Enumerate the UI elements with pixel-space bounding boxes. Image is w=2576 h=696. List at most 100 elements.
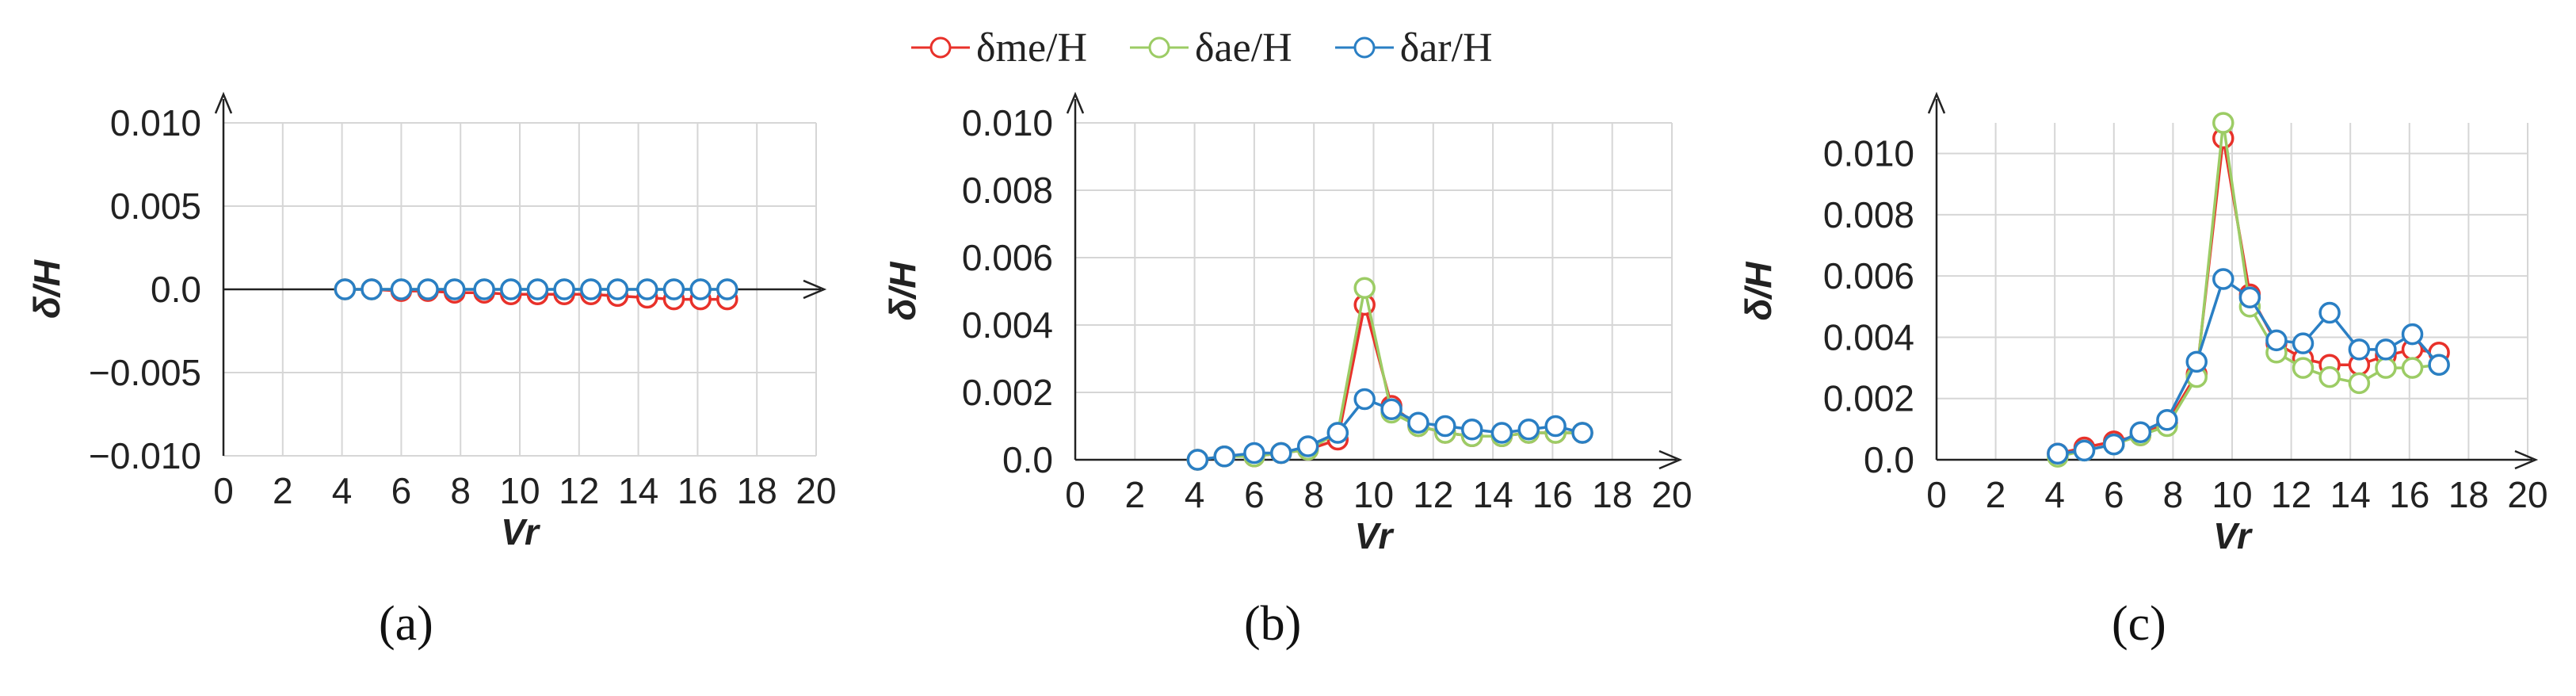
data-point — [2212, 112, 2234, 134]
data-point — [2428, 354, 2450, 376]
y-tick-label: 0.006 — [1823, 255, 1914, 296]
series-ae — [1186, 277, 1593, 471]
data-point — [2185, 350, 2208, 373]
y-tick-label: 0.010 — [962, 102, 1053, 143]
x-tick-label: 20 — [796, 470, 836, 511]
x-tick-label: 10 — [1353, 474, 1394, 515]
x-tick-label: 10 — [499, 470, 540, 511]
legend-marker-ae — [1130, 36, 1189, 59]
data-point — [1434, 415, 1456, 438]
legend-label-ar: δar/H — [1399, 25, 1493, 71]
x-tick-label: 4 — [2044, 474, 2065, 515]
x-tick-label: 18 — [737, 470, 777, 511]
x-tick-label: 2 — [1125, 474, 1146, 515]
data-point — [662, 278, 685, 300]
y-axis-arrow — [1066, 91, 1085, 114]
data-point — [1571, 422, 1593, 444]
y-axis-arrow — [214, 91, 233, 114]
data-point — [2073, 439, 2096, 462]
data-point — [2265, 329, 2288, 352]
x-tick-label: 12 — [1413, 474, 1453, 515]
x-tick-label: 12 — [2271, 474, 2311, 515]
y-tick-label: 0.0 — [1864, 439, 1914, 480]
chart-b: 0 2 4 6 8 10 12 14 16 18 20 0.0 0.002 0.004 0.006 0.008… — [882, 91, 1693, 556]
y-tick-label: 0.008 — [962, 170, 1053, 211]
y-axis-label: δ/H — [26, 259, 67, 319]
data-point — [689, 278, 712, 300]
y-tick-label: −0.005 — [89, 352, 201, 393]
x-tick-label: 2 — [1986, 474, 2006, 515]
x-tick-label: 14 — [1473, 474, 1513, 515]
x-tick-label: 20 — [1651, 474, 1692, 515]
data-point — [1380, 398, 1402, 420]
data-point — [2129, 421, 2152, 443]
legend-marker-me — [911, 36, 970, 59]
panel-label-c: (c) — [2112, 597, 2166, 651]
data-point — [1353, 277, 1376, 299]
data-point — [2348, 338, 2371, 361]
data-point — [1407, 411, 1429, 434]
data-point — [361, 278, 383, 300]
series-ar — [2047, 268, 2450, 465]
x-tick-label: 6 — [2104, 474, 2124, 515]
data-point — [2401, 357, 2424, 379]
data-point — [334, 278, 357, 300]
y-tick-label: 0.008 — [1823, 194, 1914, 235]
data-point — [526, 278, 549, 300]
data-point — [2318, 301, 2341, 324]
data-point — [1243, 442, 1265, 465]
data-point — [2401, 323, 2424, 346]
data-point — [2238, 286, 2261, 308]
x-tick-label: 4 — [332, 470, 353, 511]
grid — [1936, 123, 2528, 461]
y-tick-label: 0.0 — [151, 269, 201, 310]
x-tick-label: 8 — [2163, 474, 2184, 515]
data-point — [606, 278, 629, 300]
data-point — [1270, 442, 1292, 465]
grid — [1074, 122, 1673, 461]
data-point — [1296, 435, 1319, 457]
y-axis-label: δ/H — [1738, 262, 1779, 321]
data-point — [2292, 332, 2315, 354]
x-tick-label: 18 — [2448, 474, 2489, 515]
legend-label-ae: δae/H — [1195, 25, 1292, 71]
panel-label-a: (a) — [379, 597, 433, 651]
data-point — [1490, 422, 1513, 444]
series-ar — [1186, 388, 1593, 471]
x-tick-label: 0 — [213, 470, 234, 511]
x-tick-label: 16 — [677, 470, 718, 511]
data-point — [716, 278, 738, 300]
x-axis-arrow — [2514, 449, 2539, 470]
x-tick-label: 20 — [2507, 474, 2547, 515]
chart-c: 0 2 4 6 8 10 12 14 16 18 20 0.0 0.002 0.004 0.006 0.008… — [1738, 91, 2548, 556]
x-tick-label: 8 — [450, 470, 471, 511]
data-point — [1517, 419, 1540, 441]
data-point — [2318, 365, 2341, 388]
y-tick-label: 0.010 — [110, 102, 201, 143]
data-point — [500, 278, 522, 300]
x-axis-arrow — [803, 279, 827, 300]
y-tick-label: 0.004 — [962, 304, 1053, 346]
y-tick-label: 0.004 — [1823, 316, 1914, 358]
y-tick-label: 0.006 — [962, 237, 1053, 278]
legend-item-ar: δar/H — [1334, 25, 1493, 71]
data-point — [1326, 422, 1349, 444]
y-axis-label: δ/H — [882, 262, 923, 321]
x-tick-label: 16 — [2389, 474, 2429, 515]
data-point — [2047, 442, 2069, 465]
y-tick-label: 0.0 — [1002, 439, 1053, 480]
x-tick-label: 6 — [1244, 474, 1265, 515]
data-point — [443, 278, 466, 300]
data-point — [1186, 449, 1209, 471]
x-tick-label: 14 — [2330, 474, 2371, 515]
y-tick-label: −0.010 — [89, 435, 201, 476]
x-tick-label: 4 — [1185, 474, 1205, 515]
data-point — [1353, 388, 1376, 411]
data-point — [553, 278, 575, 300]
panel-label-b: (b) — [1244, 597, 1302, 651]
chart-a: 0 2 4 6 8 10 12 14 16 18 20 −0.010 −0.005 0.0 0.005 0.0… — [26, 91, 837, 553]
legend-marker-ar — [1334, 36, 1394, 59]
y-axis-arrow — [1927, 91, 1946, 114]
y-tick-label: 0.002 — [962, 372, 1053, 413]
data-point — [2375, 357, 2397, 379]
